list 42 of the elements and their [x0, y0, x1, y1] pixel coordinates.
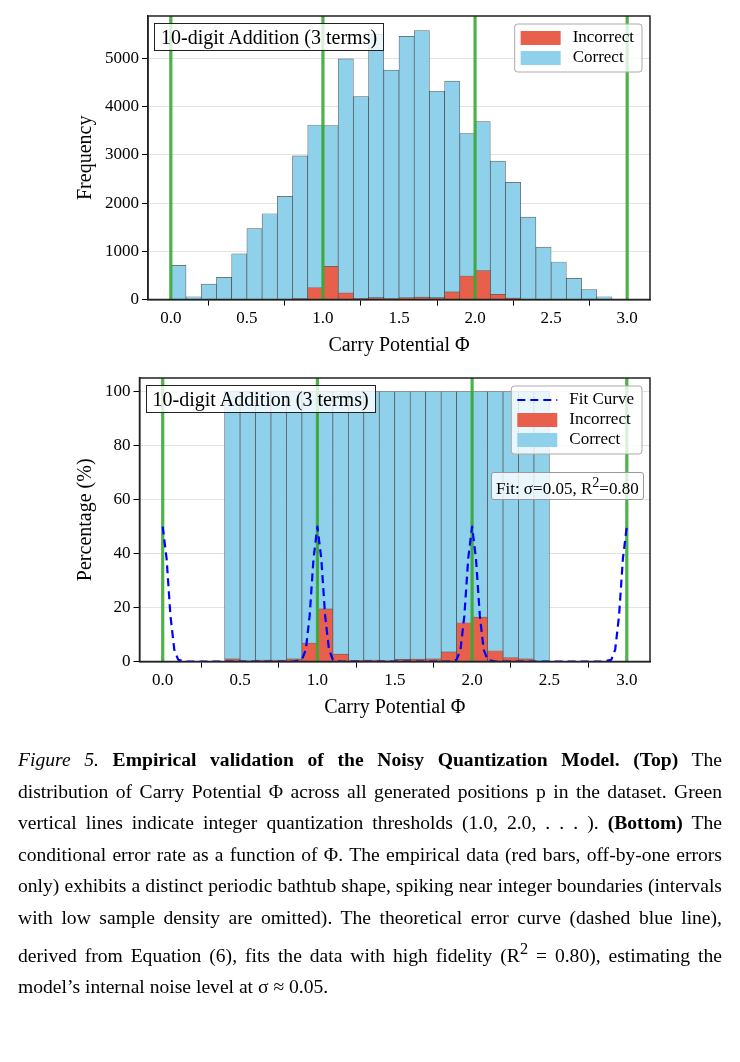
annotation: Fit: σ=0.05, R$^{2}$=0.80	[491, 471, 644, 501]
legend-label: Incorrect	[572, 27, 635, 47]
x-tick-label: 2.0	[464, 308, 486, 328]
y-tick-label: 0	[130, 289, 139, 309]
x-tick-label: 3.0	[616, 308, 638, 328]
x-tick-label: 0.5	[229, 670, 251, 690]
y-tick-label: 0	[122, 651, 131, 671]
y-tick-label: 4000	[105, 96, 139, 116]
x-tick-label: 1.0	[306, 670, 329, 690]
caption: Figure 5.	[18, 749, 99, 770]
y-tick-label: 80	[113, 434, 131, 454]
x-tick-label: 0.0	[160, 308, 182, 328]
x-tick-label: 3.0	[616, 670, 638, 690]
annotation: 10-digit Addition (3 terms)	[145, 385, 376, 413]
legend-label: Correct	[569, 429, 621, 449]
x-tick-label: 2.0	[461, 670, 483, 690]
x-tick-label: 2.5	[538, 670, 561, 690]
text: Empirical validation of the Noisy Quantization Model.	[112, 749, 620, 770]
y-tick-label: 60	[113, 489, 131, 509]
x-tick-label: 1.5	[388, 308, 410, 328]
legend-label: Correct	[572, 47, 624, 67]
y-axis-title: Percentage (%)	[73, 458, 97, 582]
y-tick-label: 20	[113, 597, 131, 617]
x-tick-label: 1.0	[312, 308, 334, 328]
text: (Bottom)	[607, 812, 683, 833]
y-tick-label: 100	[105, 380, 131, 400]
y-tick-label: 40	[113, 543, 131, 563]
x-tick-label: 1.5	[384, 670, 406, 690]
y-tick-label: 2000	[105, 192, 139, 212]
x-axis-title: Carry Potential Φ	[328, 333, 471, 357]
y-tick-label: 5000	[105, 47, 139, 67]
y-tick-label: 3000	[105, 144, 139, 164]
annotation: 10-digit Addition (3 terms)	[154, 23, 385, 51]
legend-label: Fit Curve	[569, 389, 635, 409]
x-tick-label: 0.0	[152, 670, 174, 690]
x-axis-title: Carry Potential Φ	[324, 695, 466, 719]
x-tick-label: 2.5	[540, 308, 562, 328]
y-tick-label: 1000	[105, 240, 139, 260]
text: (Top)	[633, 749, 679, 770]
x-tick-label: 0.5	[236, 308, 258, 328]
legend-label: Incorrect	[569, 409, 631, 429]
y-axis-title: Frequency	[73, 115, 97, 201]
